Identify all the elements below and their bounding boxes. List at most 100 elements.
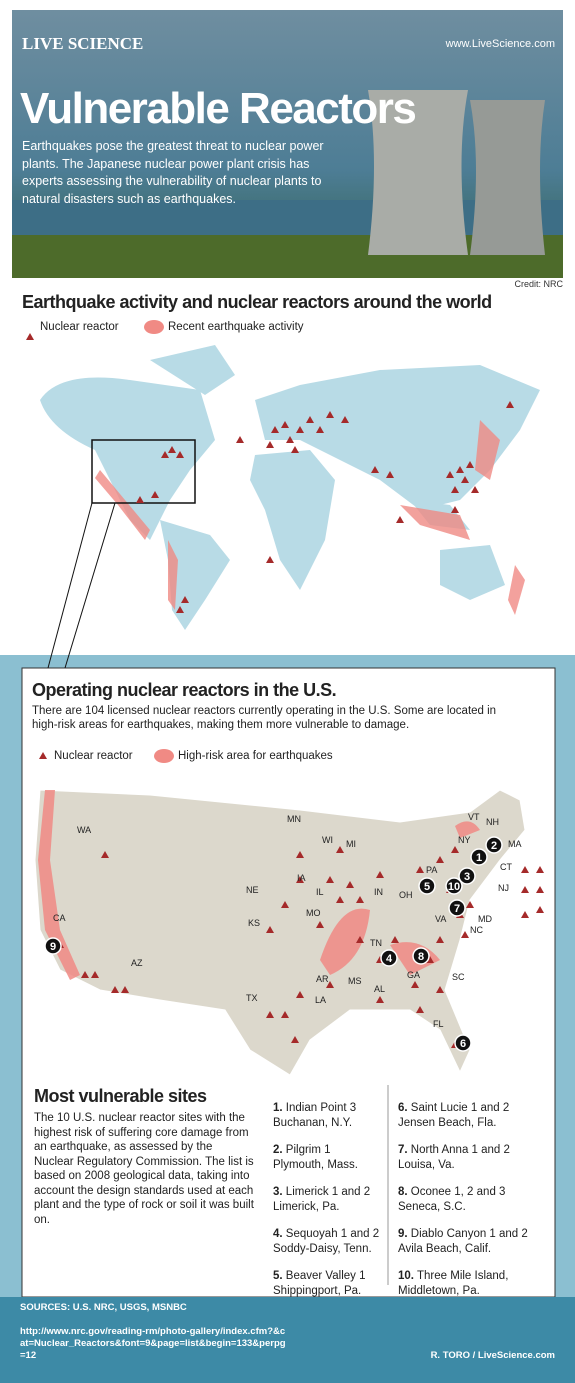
site-marker: [418, 877, 436, 895]
legend-label: Nuclear reactor: [54, 750, 133, 762]
inset-line: [64, 502, 116, 669]
reactor: [91, 971, 99, 978]
state-label: IN: [374, 887, 383, 897]
site-marker-label: 5: [424, 881, 430, 893]
site-name: Three Mile Island,: [417, 1270, 509, 1282]
state-label: CT: [500, 862, 512, 872]
sources: SOURCES: U.S. NRC, USGS, MSNBC: [20, 1302, 187, 1313]
reactor: [521, 911, 529, 918]
reactor: [371, 466, 379, 473]
site-name: Beaver Valley 1: [285, 1270, 366, 1282]
site-name: Saint Lucie 1 and 2: [410, 1102, 510, 1114]
site-line: 5. Beaver Valley 1: [273, 1269, 423, 1284]
reactor: [136, 496, 144, 503]
quake-zone: [168, 540, 178, 610]
reactor: [521, 886, 529, 893]
site-marker-label: 2: [491, 840, 497, 852]
reactor: [536, 886, 544, 893]
cooling-tower: [470, 100, 545, 255]
reactor: [471, 486, 479, 493]
reactor: [151, 491, 159, 498]
site-marker: [448, 899, 466, 917]
site-marker: [445, 877, 463, 895]
site-number: 4.: [273, 1228, 283, 1240]
reactor: [236, 436, 244, 443]
site-markers: 12 3 4 5 6 7 8 9 10: [44, 836, 503, 1052]
reactors: [56, 401, 544, 1048]
reactor: [451, 846, 459, 853]
water: [12, 200, 563, 240]
reactor: [411, 981, 419, 988]
site-name: Pilgrim 1: [285, 1144, 331, 1156]
reactor: [181, 596, 189, 603]
site-item: 3. Limerick 1 and 2 Limerick, Pa.: [273, 1185, 423, 1215]
reactor: [346, 881, 354, 888]
reactor: [111, 986, 119, 993]
state-label: MD: [478, 914, 492, 924]
site-name: Sequoyah 1 and 2: [285, 1228, 380, 1240]
legend-label: Nuclear reactor: [40, 321, 119, 333]
africa: [250, 450, 335, 590]
reactor: [536, 866, 544, 873]
south-america: [160, 520, 230, 630]
state-label: GA: [407, 970, 420, 980]
world-quakes: [95, 420, 525, 615]
site-number: 9.: [398, 1228, 408, 1240]
reactor: [416, 866, 424, 873]
quake-zone: [38, 790, 80, 980]
reactor: [391, 936, 399, 943]
legend-triangle: [26, 333, 34, 340]
reactor: [281, 421, 289, 428]
site-line: 10. Three Mile Island,: [398, 1269, 548, 1284]
site-item: 8. Oconee 1, 2 and 3 Seneca, S.C.: [398, 1185, 548, 1215]
state-label: WA: [77, 825, 91, 835]
reactor: [306, 416, 314, 423]
site-item: 9. Diablo Canyon 1 and 2 Avila Beach, Cal…: [398, 1227, 548, 1257]
inset-line: [47, 502, 93, 669]
reactor: [376, 996, 384, 1003]
site-name: Diablo Canyon 1 and 2: [410, 1228, 528, 1240]
reactor: [436, 986, 444, 993]
site-item: 5. Beaver Valley 1 Shippingport, Pa.: [273, 1269, 423, 1299]
site-marker: [470, 848, 488, 866]
reactor: [466, 461, 474, 468]
site-place: Soddy-Daisy, Tenn.: [273, 1243, 372, 1255]
state-label: SC: [452, 972, 465, 982]
vulnerable-text: The 10 U.S. nuclear reactor sites with t…: [34, 1112, 254, 1226]
reactor: [316, 426, 324, 433]
reactor: [121, 986, 129, 993]
state-label: NJ: [498, 883, 509, 893]
legend-swatch: [154, 749, 174, 763]
site-item: 7. North Anna 1 and 2 Louisa, Va.: [398, 1143, 548, 1173]
reactor: [291, 446, 299, 453]
site-number: 6.: [398, 1102, 408, 1114]
reactor: [161, 451, 169, 458]
legend-swatch: [144, 320, 164, 334]
site-marker-label: 10: [448, 881, 460, 893]
reactor: [356, 936, 364, 943]
reactor: [456, 466, 464, 473]
site-item: 2. Pilgrim 1 Plymouth, Mass.: [273, 1143, 423, 1173]
reactor: [466, 901, 474, 908]
greenland: [150, 345, 235, 395]
site-line: 7. North Anna 1 and 2: [398, 1143, 548, 1158]
reactor: [326, 981, 334, 988]
us-intro: There are 104 licensed nuclear reactors …: [32, 705, 497, 731]
reactor: [316, 921, 324, 928]
reactor: [376, 871, 384, 878]
photo-credit: Credit: NRC: [514, 279, 563, 289]
reactor: [266, 926, 274, 933]
site-marker-label: 8: [418, 951, 424, 963]
reactor: [521, 866, 529, 873]
vulnerable-title: Most vulnerable sites: [34, 1086, 207, 1106]
reactor: [506, 401, 514, 408]
site-marker-label: 6: [460, 1038, 466, 1050]
site-marker: [485, 836, 503, 854]
world-title: Earthquake activity and nuclear reactors…: [22, 292, 492, 312]
logo: LIVE SCIENCE: [22, 34, 144, 53]
state-label: VT: [468, 812, 480, 822]
site-name: Limerick 1 and 2: [285, 1186, 371, 1198]
state-label: AL: [374, 984, 385, 994]
reactor: [536, 906, 544, 913]
